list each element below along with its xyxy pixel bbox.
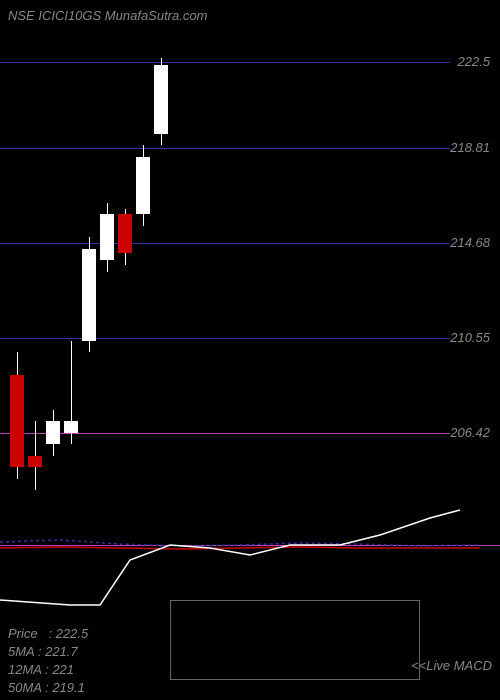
macd-histogram-box (170, 600, 420, 680)
price-value: 222.5 (56, 626, 89, 641)
ma50-value: 219.1 (52, 680, 85, 695)
macd-label: <<Live MACD (411, 658, 492, 673)
ma50-label: 50MA (8, 680, 41, 695)
ma12-label: 12MA (8, 662, 41, 677)
ma5-value: 221.7 (45, 644, 78, 659)
price-label: Price (8, 626, 38, 641)
stock-chart: NSE ICICI10GS MunafaSutra.com 222.5218.8… (0, 0, 500, 700)
ma12-value: 221 (52, 662, 74, 677)
price-indicator: Price : 222.5 (8, 626, 88, 641)
ma5-label: 5MA (8, 644, 34, 659)
macd-lines-svg (0, 0, 500, 700)
ma50-indicator: 50MA : 219.1 (8, 680, 85, 695)
ma12-indicator: 12MA : 221 (8, 662, 74, 677)
ma5-indicator: 5MA : 221.7 (8, 644, 78, 659)
